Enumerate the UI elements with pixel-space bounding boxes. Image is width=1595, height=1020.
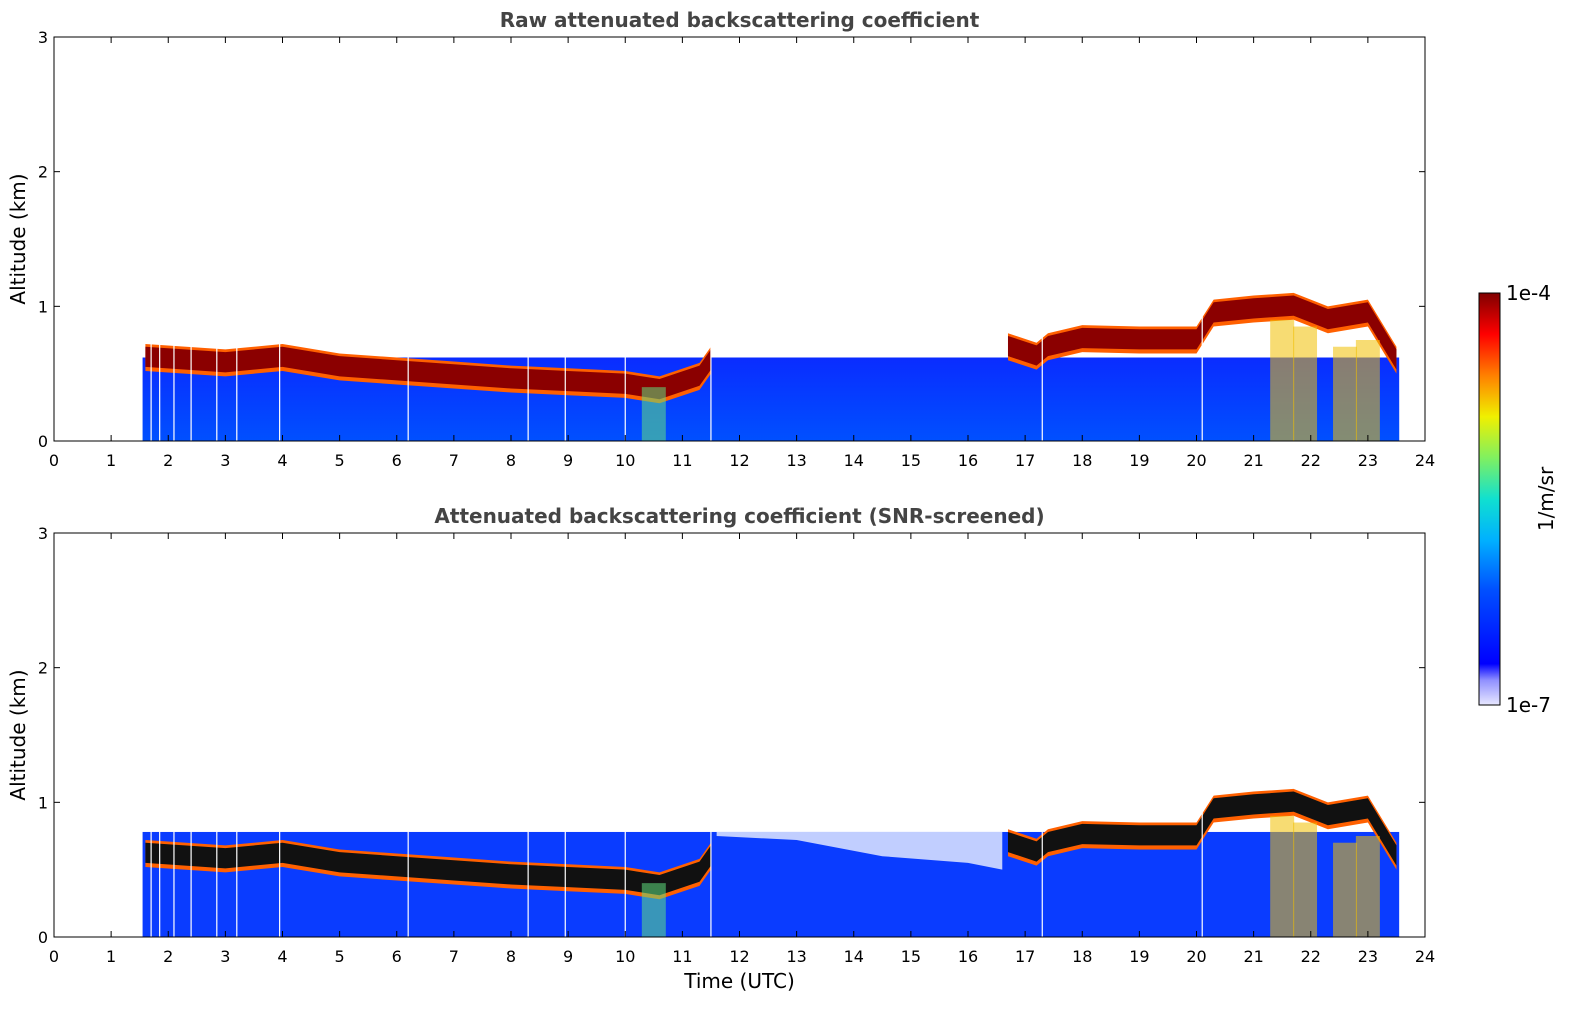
x-tick-label: 11 [672, 451, 692, 470]
x-tick-label: 16 [958, 451, 978, 470]
x-tick-label: 13 [786, 451, 806, 470]
x-tick-label: 14 [844, 451, 864, 470]
x-tick-label: 4 [277, 947, 287, 966]
precip-streak [1270, 815, 1295, 937]
colorbar-max-label: 1e-4 [1506, 281, 1551, 305]
screened-gap [716, 831, 1003, 870]
panel-raw-title: Raw attenuated backscattering coefficien… [500, 8, 980, 32]
x-tick-label: 21 [1243, 947, 1263, 966]
x-tick-label: 20 [1186, 947, 1206, 966]
x-tick-label: 9 [563, 451, 573, 470]
x-tick-label: 11 [672, 947, 692, 966]
y-tick-label: 1 [38, 793, 48, 812]
x-tick-label: 17 [1015, 451, 1035, 470]
x-tick-label: 7 [449, 947, 459, 966]
x-tick-label: 5 [335, 451, 345, 470]
precip-streak [641, 387, 666, 441]
colorbar-unit-label: 1/m/sr [1534, 466, 1558, 531]
x-tick-label: 5 [335, 947, 345, 966]
y-tick-label: 3 [38, 28, 48, 47]
panel-screened-ylabel: Altitude (km) [6, 669, 30, 800]
x-tick-label: 7 [449, 451, 459, 470]
colorbar: 1e-4 1e-7 1/m/sr [1478, 281, 1558, 717]
y-tick-label: 2 [38, 163, 48, 182]
x-tick-label: 14 [844, 947, 864, 966]
x-tick-label: 8 [506, 947, 516, 966]
y-tick-label: 3 [38, 524, 48, 543]
x-tick-label: 0 [49, 947, 59, 966]
x-tick-label: 10 [615, 947, 635, 966]
x-tick-label: 13 [786, 947, 806, 966]
y-tick-label: 0 [38, 432, 48, 451]
x-tick-label: 18 [1072, 451, 1092, 470]
precip-streak [1293, 822, 1318, 937]
panel-raw-heatmap [54, 37, 1425, 441]
x-tick-label: 15 [901, 947, 921, 966]
x-tick-label: 1 [106, 947, 116, 966]
precip-streak [1333, 842, 1358, 937]
x-tick-label: 6 [392, 947, 402, 966]
x-tick-label: 10 [615, 451, 635, 470]
x-tick-label: 19 [1129, 451, 1149, 470]
no-data-region [54, 533, 143, 937]
no-data-region [1399, 37, 1425, 441]
y-tick-label: 0 [38, 928, 48, 947]
x-tick-label: 22 [1301, 947, 1321, 966]
x-tick-label: 12 [729, 451, 749, 470]
y-tick-label: 2 [38, 659, 48, 678]
x-tick-label: 24 [1415, 947, 1435, 966]
panel-raw: Raw attenuated backscattering coefficien… [6, 8, 1435, 470]
precip-streak [1355, 340, 1380, 441]
no-data-region [54, 37, 143, 441]
x-tick-label: 17 [1015, 947, 1035, 966]
precip-streak [1293, 326, 1318, 441]
x-tick-label: 0 [49, 451, 59, 470]
x-tick-label: 21 [1243, 451, 1263, 470]
panel-screened-title: Attenuated backscattering coefficient (S… [434, 504, 1044, 528]
no-data-region [1399, 533, 1425, 937]
x-tick-label: 9 [563, 947, 573, 966]
x-tick-label: 4 [277, 451, 287, 470]
x-tick-label: 22 [1301, 451, 1321, 470]
panel-screened-heatmap [54, 533, 1425, 937]
x-tick-label: 24 [1415, 451, 1435, 470]
x-tick-label: 23 [1358, 947, 1378, 966]
panel-screened-xlabel: Time (UTC) [683, 969, 795, 993]
precip-streak [1270, 319, 1295, 441]
x-tick-label: 16 [958, 947, 978, 966]
x-tick-label: 12 [729, 947, 749, 966]
x-tick-label: 19 [1129, 947, 1149, 966]
y-tick-label: 1 [38, 297, 48, 316]
x-tick-label: 1 [106, 451, 116, 470]
precip-streak [1333, 346, 1358, 441]
x-tick-label: 2 [163, 947, 173, 966]
x-tick-label: 8 [506, 451, 516, 470]
cloud-layer-core [145, 842, 711, 896]
precip-streak [1355, 836, 1380, 937]
x-tick-label: 2 [163, 451, 173, 470]
x-tick-label: 18 [1072, 947, 1092, 966]
colorbar-min-label: 1e-7 [1506, 693, 1551, 717]
cloud-layer-core [145, 346, 711, 400]
x-tick-label: 20 [1186, 451, 1206, 470]
x-tick-label: 23 [1358, 451, 1378, 470]
x-tick-label: 6 [392, 451, 402, 470]
x-tick-label: 3 [220, 947, 230, 966]
panel-raw-ylabel: Altitude (km) [6, 173, 30, 304]
panel-screened: Attenuated backscattering coefficient (S… [6, 504, 1435, 993]
boundary-layer-fill [142, 831, 1400, 937]
x-tick-label: 3 [220, 451, 230, 470]
precip-streak [641, 883, 666, 937]
colorbar-gradient [1478, 292, 1501, 706]
x-tick-label: 15 [901, 451, 921, 470]
